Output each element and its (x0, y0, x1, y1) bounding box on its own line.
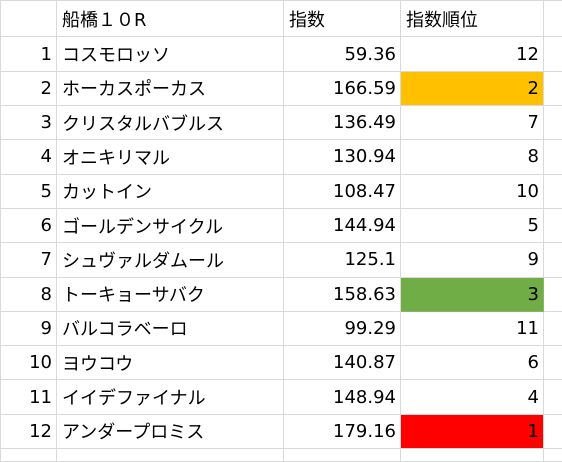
rank-value-cell[interactable]: 1 (400, 413, 544, 450)
empty-cell[interactable] (0, 448, 57, 462)
empty-cell[interactable] (543, 310, 562, 347)
rank-value-cell[interactable]: 4 (400, 379, 544, 415)
horse-name-cell[interactable]: オニキリマル (56, 139, 284, 175)
row-number-cell[interactable]: 5 (0, 173, 57, 209)
horse-name-cell[interactable]: イイデファイナル (56, 379, 284, 415)
row-number-cell[interactable]: 9 (0, 310, 57, 347)
row-number-cell[interactable]: 7 (0, 242, 57, 278)
horse-name-cell[interactable]: ゴールデンサイクル (56, 207, 284, 244)
empty-cell[interactable] (283, 448, 401, 462)
rank-value-cell[interactable]: 10 (400, 173, 544, 209)
rank-value-cell[interactable]: 7 (400, 105, 544, 141)
index-value-cell[interactable]: 136.49 (283, 105, 401, 141)
rank-value-cell[interactable]: 11 (400, 310, 544, 347)
table-row: 8 トーキョーサバク 158.63 3 (0, 276, 562, 312)
index-value-cell[interactable]: 140.87 (283, 345, 401, 381)
empty-cell[interactable] (543, 139, 562, 175)
horse-name-cell[interactable]: ヨウコウ (56, 345, 284, 381)
table-row: 7 シュヴァルダムール 125.1 9 (0, 242, 562, 278)
table-row: 4 オニキリマル 130.94 8 (0, 139, 562, 175)
horse-name-cell[interactable]: バルコラベーロ (56, 310, 284, 347)
horse-name-cell[interactable]: カットイン (56, 173, 284, 209)
row-number-cell[interactable]: 12 (0, 413, 57, 450)
rank-value-cell[interactable]: 6 (400, 345, 544, 381)
empty-cell[interactable] (543, 105, 562, 141)
rank-value-cell[interactable]: 3 (400, 276, 544, 312)
empty-cell[interactable] (543, 379, 562, 415)
index-value-cell[interactable]: 179.16 (283, 413, 401, 450)
row-number-cell[interactable]: 2 (0, 70, 57, 107)
row-number-cell[interactable]: 6 (0, 207, 57, 244)
horse-name-cell[interactable]: アンダープロミス (56, 413, 284, 450)
rank-value-cell[interactable]: 2 (400, 70, 544, 107)
empty-cell[interactable] (543, 207, 562, 244)
table-row: 11 イイデファイナル 148.94 4 (0, 379, 562, 415)
table-row: 5 カットイン 108.47 10 (0, 173, 562, 209)
horse-name-cell[interactable]: ホーカスポーカス (56, 70, 284, 107)
header-cell-extra[interactable] (543, 0, 562, 38)
header-cell-title[interactable]: 船橋１０R (56, 0, 284, 38)
index-value-cell[interactable]: 125.1 (283, 242, 401, 278)
header-cell-index[interactable]: 指数 (283, 0, 401, 38)
empty-cell[interactable] (543, 448, 562, 462)
horse-name-cell[interactable]: コスモロッソ (56, 36, 284, 72)
index-value-cell[interactable]: 144.94 (283, 207, 401, 244)
empty-cell[interactable] (543, 276, 562, 312)
table-row: 9 バルコラベーロ 99.29 11 (0, 310, 562, 347)
horse-name-cell[interactable]: トーキョーサバク (56, 276, 284, 312)
row-number-cell[interactable]: 4 (0, 139, 57, 175)
table-row: 12 アンダープロミス 179.16 1 (0, 413, 562, 450)
row-number-cell[interactable]: 11 (0, 379, 57, 415)
table-row: 2 ホーカスポーカス 166.59 2 (0, 70, 562, 107)
empty-cell[interactable] (543, 345, 562, 381)
table-row: 1 コスモロッソ 59.36 12 (0, 36, 562, 72)
rank-value-cell[interactable]: 5 (400, 207, 544, 244)
table-row-partial (0, 448, 562, 462)
header-cell-rank[interactable]: 指数順位 (400, 0, 544, 38)
index-value-cell[interactable]: 59.36 (283, 36, 401, 72)
empty-cell[interactable] (543, 242, 562, 278)
table-row: 3 クリスタルバブルス 136.49 7 (0, 105, 562, 141)
index-value-cell[interactable]: 108.47 (283, 173, 401, 209)
rank-value-cell[interactable]: 9 (400, 242, 544, 278)
empty-cell[interactable] (56, 448, 284, 462)
row-number-cell[interactable]: 1 (0, 36, 57, 72)
index-value-cell[interactable]: 158.63 (283, 276, 401, 312)
rank-value-cell[interactable]: 12 (400, 36, 544, 72)
empty-cell[interactable] (400, 448, 544, 462)
header-cell-empty[interactable] (0, 0, 57, 38)
index-value-cell[interactable]: 148.94 (283, 379, 401, 415)
row-number-cell[interactable]: 3 (0, 105, 57, 141)
horse-name-cell[interactable]: クリスタルバブルス (56, 105, 284, 141)
rank-value-cell[interactable]: 8 (400, 139, 544, 175)
index-value-cell[interactable]: 166.59 (283, 70, 401, 107)
index-value-cell[interactable]: 99.29 (283, 310, 401, 347)
row-number-cell[interactable]: 8 (0, 276, 57, 312)
table-row: 10 ヨウコウ 140.87 6 (0, 345, 562, 381)
index-value-cell[interactable]: 130.94 (283, 139, 401, 175)
empty-cell[interactable] (543, 413, 562, 450)
horse-name-cell[interactable]: シュヴァルダムール (56, 242, 284, 278)
empty-cell[interactable] (543, 70, 562, 107)
empty-cell[interactable] (543, 173, 562, 209)
empty-cell[interactable] (543, 36, 562, 72)
row-number-cell[interactable]: 10 (0, 345, 57, 381)
header-row: 船橋１０R 指数 指数順位 (0, 0, 562, 38)
table-row: 6 ゴールデンサイクル 144.94 5 (0, 207, 562, 244)
